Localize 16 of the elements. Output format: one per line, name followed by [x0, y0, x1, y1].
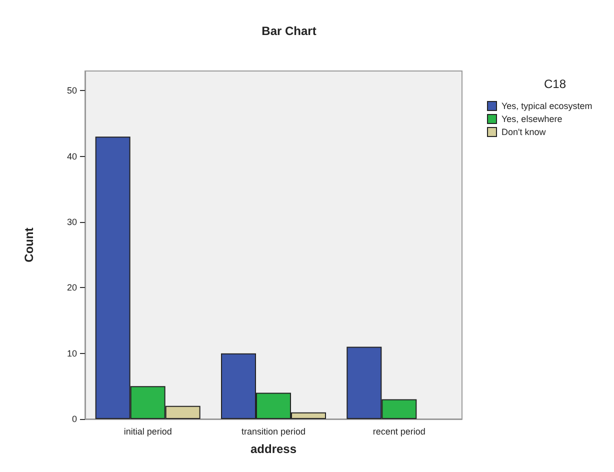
y-tick-label: 0	[72, 414, 77, 424]
legend-title: C18	[544, 77, 566, 91]
x-tick-label: recent period	[372, 426, 426, 436]
y-tick-label: 10	[66, 348, 77, 358]
y-tick-label: 30	[66, 217, 77, 228]
y-tick-label: 20	[66, 282, 77, 293]
y-tick-label: 40	[66, 151, 77, 162]
x-axis-title: address	[250, 442, 297, 456]
x-tick-label: initial period	[124, 426, 172, 436]
legend-label: Yes, elsewhere	[502, 114, 562, 124]
y-tick-label: 50	[66, 86, 77, 96]
legend-label: Don't know	[502, 127, 546, 137]
legend-label: Yes, typical ecosystem	[502, 101, 592, 111]
x-tick-label: transition period	[241, 426, 306, 436]
chart-title: Bar Chart	[262, 24, 316, 38]
y-axis-title: Count	[22, 228, 36, 262]
